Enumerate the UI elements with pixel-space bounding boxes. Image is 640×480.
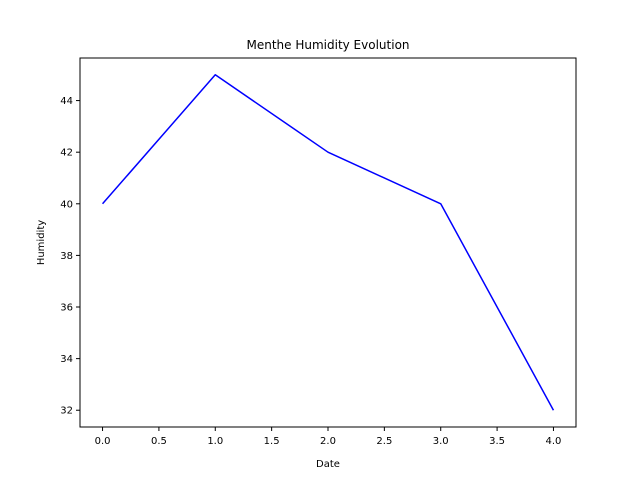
y-axis-ticks: 32 34 36 38 40 42 44 — [60, 96, 80, 417]
y-tick-label: 34 — [60, 354, 73, 365]
plot-area — [80, 58, 576, 427]
series-layer — [101, 74, 555, 411]
x-axis-ticks: 0.0 0.5 1.0 1.5 2.0 2.5 3.0 3.5 4.0 — [95, 427, 562, 447]
y-axis-label: Humidity — [36, 220, 47, 265]
x-axis-label: Date — [316, 459, 340, 470]
x-tick-label: 3.5 — [489, 436, 505, 447]
y-tick-label: 36 — [60, 303, 73, 314]
x-tick-label: 2.5 — [376, 436, 392, 447]
plot-background — [80, 58, 576, 427]
x-tick-label: 3.0 — [433, 436, 449, 447]
y-tick-label: 44 — [60, 96, 73, 107]
chart-title: Menthe Humidity Evolution — [246, 38, 409, 52]
y-tick-label: 40 — [60, 199, 73, 210]
series-line-0 — [101, 74, 555, 411]
x-tick-label: 1.0 — [207, 436, 223, 447]
y-tick-label: 42 — [60, 148, 73, 159]
x-tick-label: 1.5 — [264, 436, 280, 447]
y-tick-label: 32 — [60, 406, 73, 417]
x-tick-label: 4.0 — [546, 436, 562, 447]
x-tick-label: 0.0 — [95, 436, 111, 447]
y-tick-label: 38 — [60, 251, 73, 262]
x-tick-label: 2.0 — [320, 436, 336, 447]
x-tick-label: 0.5 — [151, 436, 167, 447]
